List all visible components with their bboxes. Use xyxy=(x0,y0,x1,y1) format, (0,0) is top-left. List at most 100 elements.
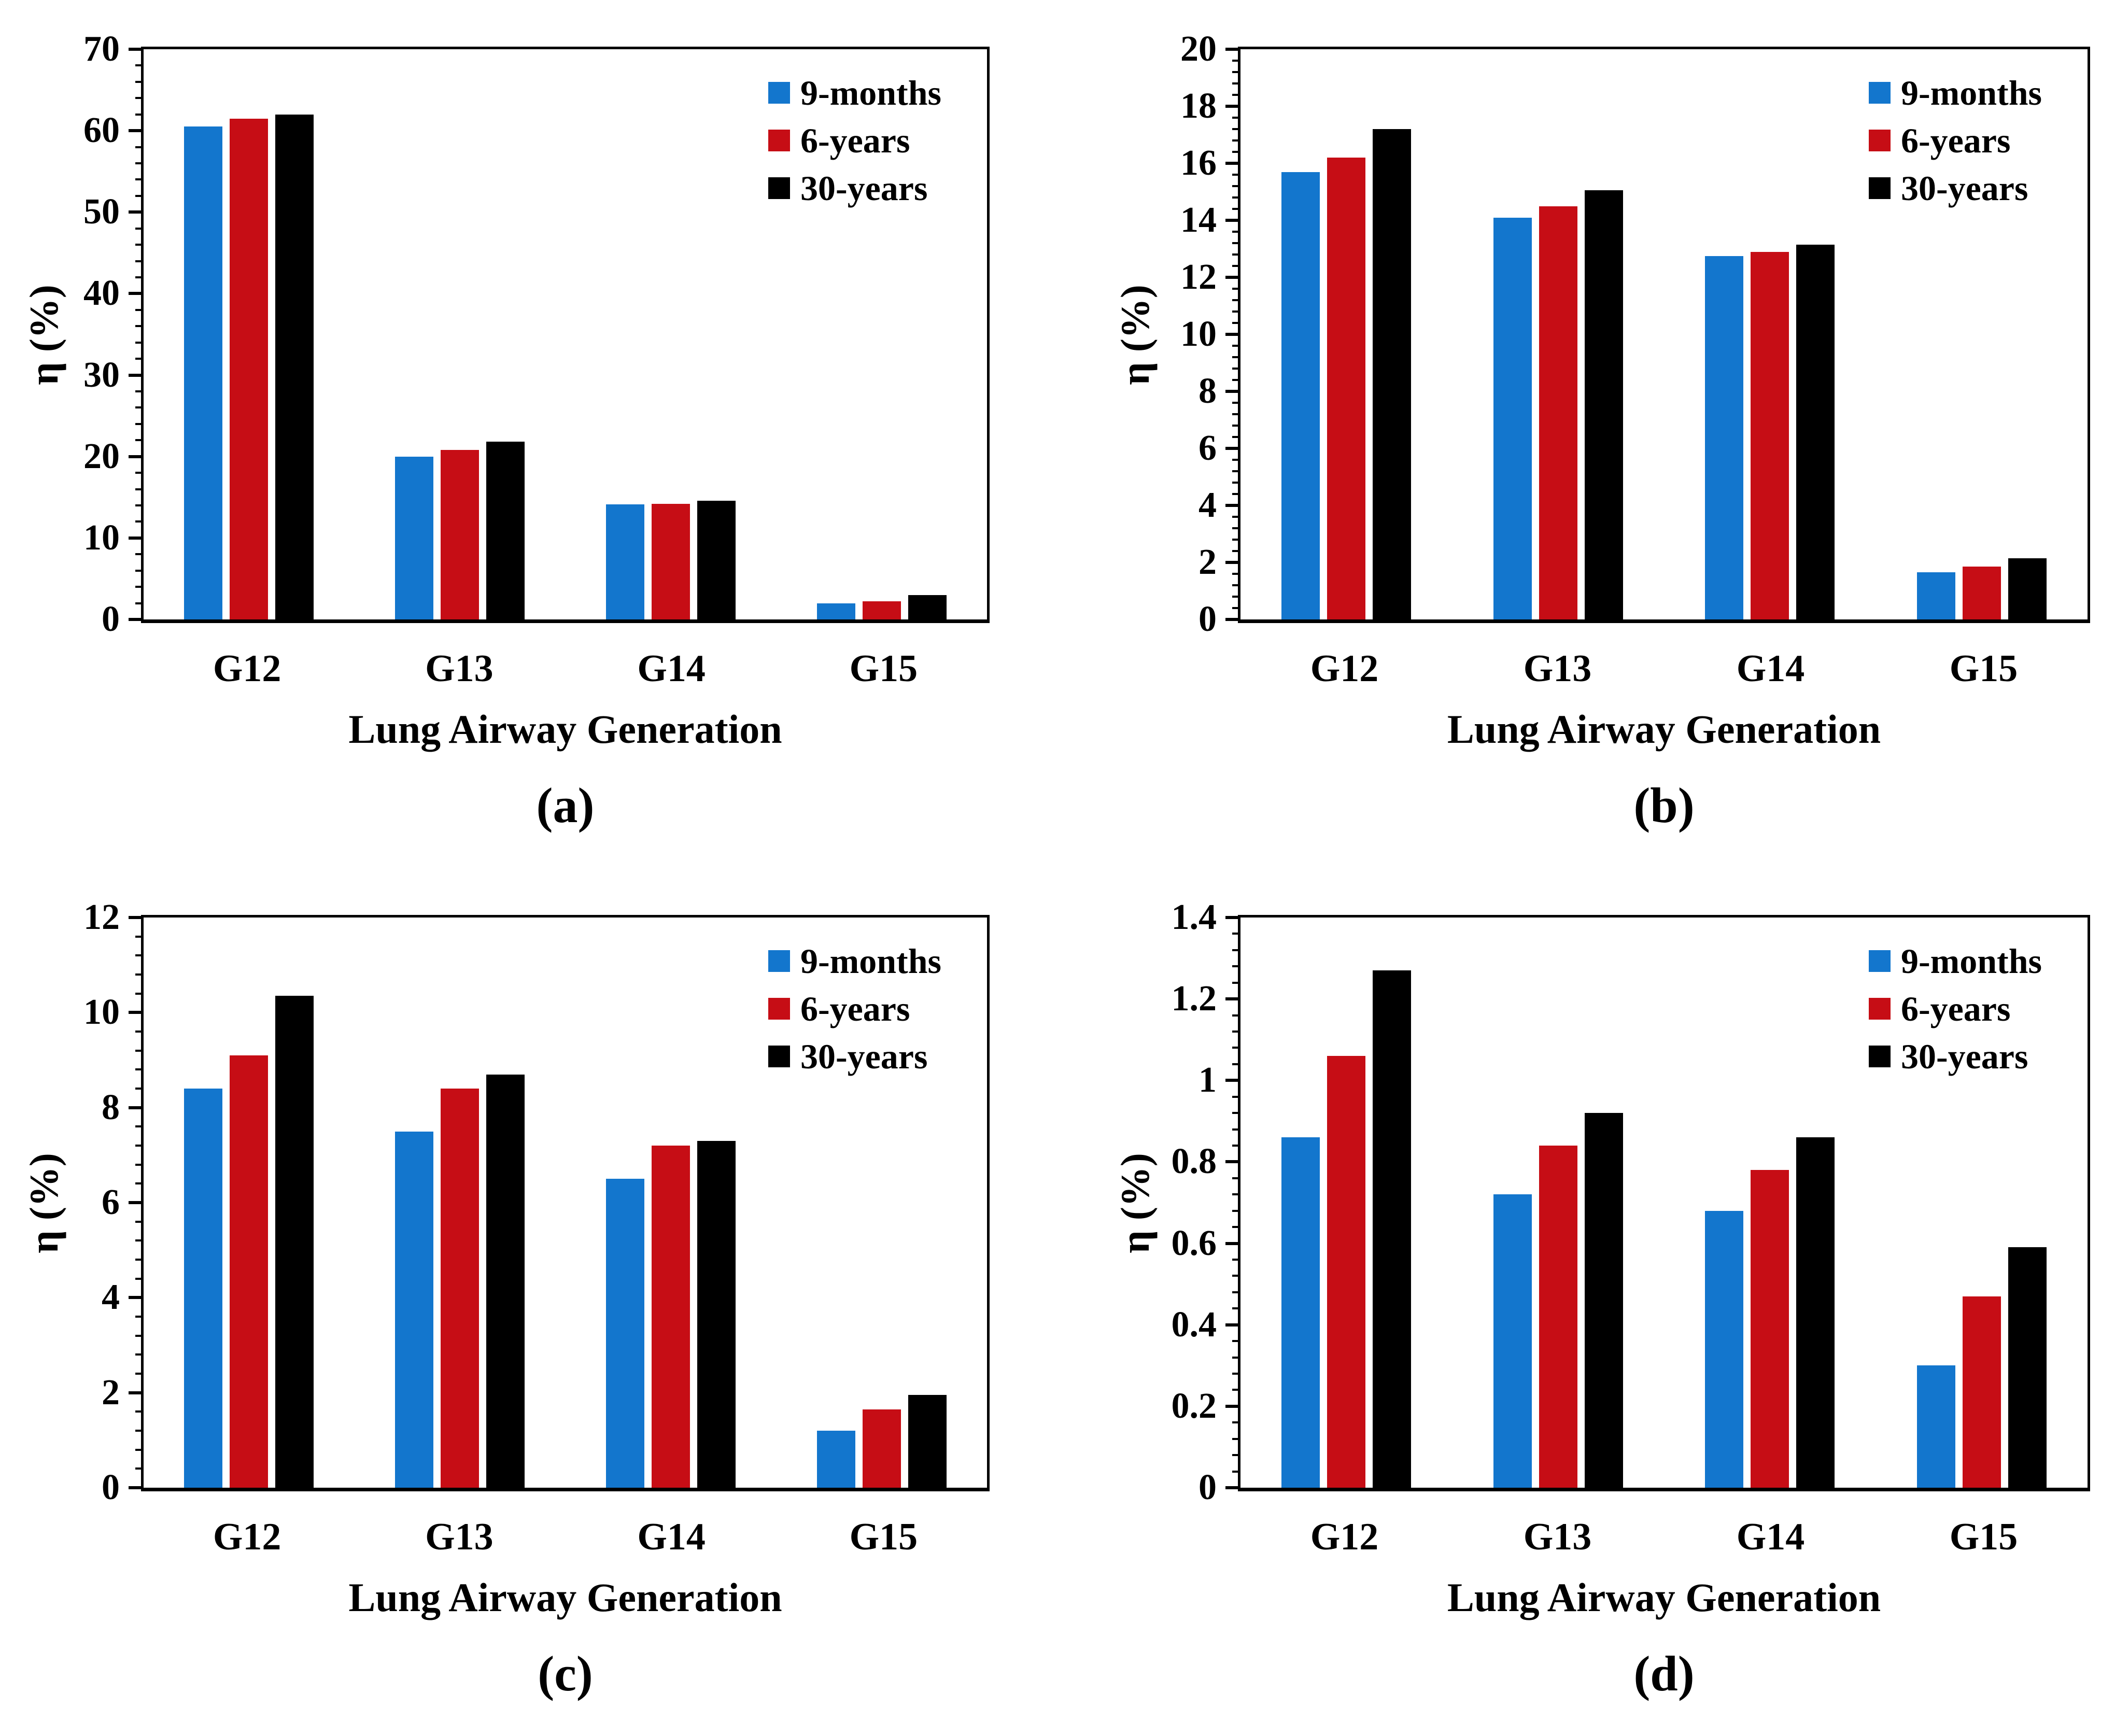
y-major-tick xyxy=(1225,1486,1240,1489)
y-minor-tick xyxy=(1232,1031,1240,1033)
y-major-tick xyxy=(1225,447,1240,450)
bars-layer xyxy=(144,49,987,619)
bar-group-G12 xyxy=(144,49,355,619)
y-tick-label: 2 xyxy=(102,1372,120,1413)
y-minor-tick xyxy=(1232,470,1240,472)
y-minor-tick xyxy=(1232,345,1240,347)
bar-30-years-G12 xyxy=(275,996,314,1488)
y-minor-tick xyxy=(1232,1437,1240,1440)
y-major-tick xyxy=(129,373,144,377)
legend-item: 30-years xyxy=(1868,164,2042,212)
y-tick-label: 20 xyxy=(83,436,120,476)
y-minor-tick xyxy=(1232,607,1240,609)
y-tick-label: 12 xyxy=(83,897,120,937)
y-minor-tick xyxy=(135,520,144,523)
y-major-tick xyxy=(129,1486,144,1489)
y-major-tick xyxy=(1225,162,1240,165)
y-minor-tick xyxy=(1232,1275,1240,1277)
y-minor-tick xyxy=(135,146,144,148)
y-tick-label: 0 xyxy=(1198,599,1217,639)
y-minor-tick xyxy=(1232,196,1240,199)
y-minor-tick xyxy=(1232,402,1240,404)
y-minor-tick xyxy=(135,553,144,556)
y-minor-tick xyxy=(1232,539,1240,541)
y-minor-tick xyxy=(135,1088,144,1090)
y-tick-label: 2 xyxy=(1198,542,1217,582)
bar-30-years-G15 xyxy=(2008,558,2047,619)
y-tick-label: 8 xyxy=(102,1087,120,1127)
y-major-tick xyxy=(1225,504,1240,507)
legend-swatch-30-years xyxy=(1868,177,1891,199)
x-tick-label-G12: G12 xyxy=(1310,647,1379,690)
legend-label: 30-years xyxy=(1900,1036,2028,1076)
y-minor-tick xyxy=(1232,208,1240,210)
x-tick-label-G14: G14 xyxy=(1736,1516,1805,1558)
bar-6-years-G13 xyxy=(1539,206,1577,619)
y-minor-tick xyxy=(1232,128,1240,130)
y-minor-tick xyxy=(135,569,144,572)
legend-swatch-30-years xyxy=(768,1046,790,1067)
legend-item: 9-months xyxy=(768,69,941,117)
y-major-tick xyxy=(129,618,144,621)
y-minor-tick xyxy=(1232,185,1240,187)
x-tick-label-G13: G13 xyxy=(1523,647,1592,690)
y-minor-tick xyxy=(1232,949,1240,951)
y-minor-tick xyxy=(1232,933,1240,935)
x-tick-label-G13: G13 xyxy=(425,647,494,690)
x-tick-label-G12: G12 xyxy=(213,647,281,690)
chart-panel-b: η (%) 0 2 4 6 8 10 12 14 16 18 20 9-months 6-years 30… xyxy=(1058,0,2115,868)
bar-group-G13 xyxy=(355,918,566,1488)
plot-area: 0 10 20 30 40 50 60 70 9-months 6-years 30-years xyxy=(83,31,990,638)
bars-layer xyxy=(144,918,987,1488)
x-tick-label-G13: G13 xyxy=(1523,1516,1592,1558)
x-tick-label-G15: G15 xyxy=(849,647,918,690)
legend-label: 9-months xyxy=(800,73,941,112)
bar-6-years-G12 xyxy=(1327,158,1366,619)
bar-6-years-G15 xyxy=(1962,567,2001,619)
y-tick-label: 0.2 xyxy=(1171,1386,1217,1426)
y-tick-label: 70 xyxy=(83,29,120,69)
bar-9-months-G13 xyxy=(395,1131,434,1488)
y-minor-tick xyxy=(135,244,144,246)
chart-panel-a: η (%) 0 10 20 30 40 50 60 70 9-months 6-years 30-y… xyxy=(0,0,1058,868)
bar-group-G14 xyxy=(566,918,777,1488)
y-minor-tick xyxy=(135,227,144,230)
y-minor-tick xyxy=(1232,299,1240,301)
y-minor-tick xyxy=(1232,482,1240,484)
y-minor-tick xyxy=(135,113,144,116)
y-major-tick xyxy=(1225,219,1240,222)
bar-30-years-G13 xyxy=(1584,1113,1623,1488)
x-tick-label-G15: G15 xyxy=(849,1516,918,1558)
bar-6-years-G12 xyxy=(230,118,269,619)
y-minor-tick xyxy=(135,1259,144,1261)
y-major-tick xyxy=(1225,1160,1240,1164)
y-minor-tick xyxy=(1232,1063,1240,1065)
bar-9-months-G14 xyxy=(605,1179,644,1488)
legend-item: 9-months xyxy=(1868,69,2042,117)
x-axis-label: Lung Airway Generation xyxy=(1447,707,1881,752)
bar-6-years-G15 xyxy=(862,1409,901,1488)
x-tick-label-G14: G14 xyxy=(637,1516,706,1558)
bar-6-years-G13 xyxy=(441,450,480,619)
y-minor-tick xyxy=(135,162,144,164)
y-minor-tick xyxy=(1232,1307,1240,1310)
y-minor-tick xyxy=(135,935,144,938)
y-tick-label: 18 xyxy=(1180,86,1217,126)
y-minor-tick xyxy=(1232,368,1240,370)
y-major-tick xyxy=(1225,618,1240,621)
legend-label: 6-years xyxy=(800,989,910,1028)
bar-9-months-G15 xyxy=(816,603,855,619)
y-minor-tick xyxy=(135,472,144,474)
y-major-tick xyxy=(1225,561,1240,564)
y-minor-tick xyxy=(135,488,144,490)
x-axis-label: Lung Airway Generation xyxy=(348,1575,782,1620)
y-minor-tick xyxy=(135,1353,144,1356)
y-minor-tick xyxy=(1232,584,1240,586)
x-tick-labels: G12 G13 G14 G15 xyxy=(141,647,990,691)
legend-label: 6-years xyxy=(1900,120,2011,160)
x-tick-label-G13: G13 xyxy=(425,1516,494,1558)
bar-group-G14 xyxy=(1664,918,1876,1488)
bars-layer xyxy=(1240,918,2088,1488)
x-tick-labels: G12 G13 G14 G15 xyxy=(141,1515,990,1559)
